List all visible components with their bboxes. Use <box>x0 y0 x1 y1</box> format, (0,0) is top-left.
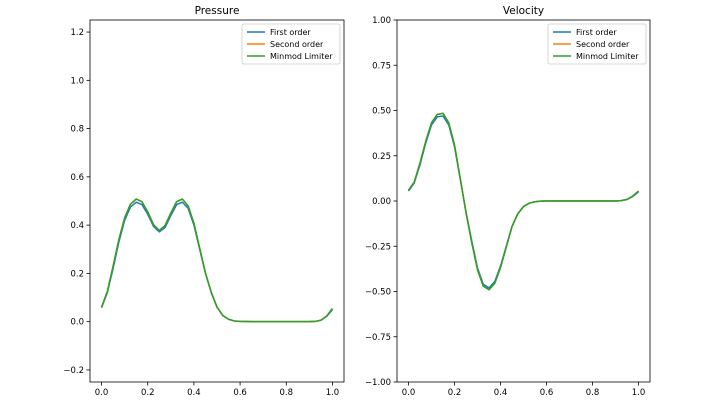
series-line-minmod-limiter <box>100 198 334 323</box>
x-tick-label: 0.8 <box>586 388 600 398</box>
y-tick-label: 1.00 <box>372 16 391 26</box>
y-tick-label: 0.25 <box>372 152 391 162</box>
legend: First order Second order Minmod Limiter <box>241 23 341 65</box>
x-tick-label: 0.4 <box>494 388 508 398</box>
legend-label: Minmod Limiter <box>576 52 639 61</box>
x-tick-label: 0.2 <box>141 388 155 398</box>
plot-frame <box>89 19 345 383</box>
y-tick-label: −1.00 <box>365 378 391 388</box>
legend-label: First order <box>576 28 617 37</box>
y-tick-label: −0.25 <box>365 242 391 252</box>
legend-label: Second order <box>270 40 324 49</box>
legend-label: First order <box>270 28 311 37</box>
x-tick-label: 1.0 <box>326 388 340 398</box>
y-tick-label: −0.2 <box>63 366 84 376</box>
chart-title: Velocity <box>503 5 544 17</box>
chart-velocity: 0.0 0.2 0.4 0.6 0.8 1.0 −1.00 −0.75 −0.50 −0.25 0.… <box>365 5 651 398</box>
y-tick-label: −0.75 <box>365 333 391 343</box>
series-group <box>100 198 334 323</box>
series-group <box>407 112 639 291</box>
chart-pressure: 0.0 0.2 0.4 0.6 0.8 1.0 −0.2 0.0 0.2 0.4 0.6 0.8 1.0… <box>63 5 345 398</box>
y-tick-label: 0.0 <box>70 318 84 328</box>
legend-box <box>547 23 647 65</box>
x-tick-label: 0.0 <box>95 388 109 398</box>
y-tick-label: 0.75 <box>372 61 391 71</box>
x-tick-label: 0.0 <box>402 388 416 398</box>
y-tick-label: 0.4 <box>70 221 84 231</box>
y-tick-label: −0.50 <box>365 288 391 298</box>
legend-label: Second order <box>576 40 630 49</box>
legend-label: Minmod Limiter <box>270 52 333 61</box>
y-tick-label: 1.0 <box>70 76 84 86</box>
y-tick-label: 0.6 <box>70 173 84 183</box>
series-line-minmod-limiter <box>407 112 639 291</box>
legend: First order Second order Minmod Limiter <box>547 23 647 65</box>
x-tick-label: 0.8 <box>280 388 294 398</box>
chart-title: Pressure <box>195 5 240 17</box>
x-tick-label: 0.4 <box>187 388 201 398</box>
y-tick-label: 0.50 <box>372 107 391 117</box>
legend-box <box>241 23 341 65</box>
x-tick-label: 1.0 <box>632 388 646 398</box>
x-tick-label: 0.2 <box>448 388 462 398</box>
y-tick-label: 0.8 <box>70 125 84 135</box>
y-tick-label: 0.00 <box>372 197 391 207</box>
y-tick-label: 1.2 <box>70 28 84 38</box>
x-tick-label: 0.6 <box>233 388 247 398</box>
x-tick-label: 0.6 <box>540 388 554 398</box>
y-tick-label: 0.2 <box>70 269 84 279</box>
